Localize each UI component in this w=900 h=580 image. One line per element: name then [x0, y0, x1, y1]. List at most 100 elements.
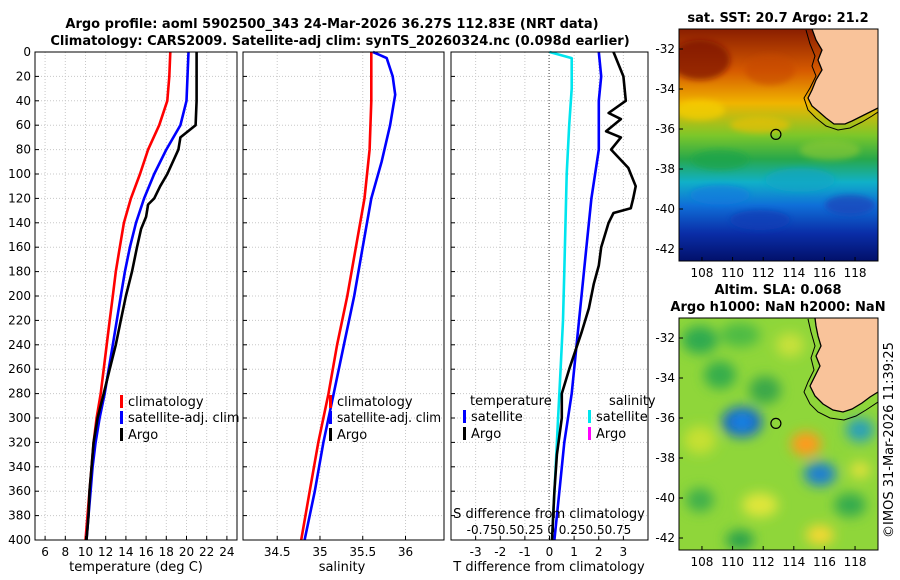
map-xtick-label: 116 [813, 266, 836, 280]
map-ytick-label: -40 [655, 202, 675, 216]
xtick-label: 22 [199, 545, 214, 559]
xtick-label: 8 [61, 545, 69, 559]
map-ytick-label: -42 [655, 242, 675, 256]
series-line-satellite-adj-clim [85, 51, 190, 541]
sst-coastline [807, 29, 878, 125]
sal-legend-marker-climatology [329, 395, 332, 408]
diff-legend-marker-t-satellite [463, 410, 466, 423]
diff-legend-marker-s-satellite [588, 410, 591, 423]
temperature-ticks: 0 20 40 60 80 100 120 140 160 180 200 220 240 260 280 3… [8, 45, 234, 559]
map-xtick-label: 108 [691, 266, 714, 280]
ytick-label: 320 [8, 435, 31, 449]
xtick-label: 6 [41, 545, 49, 559]
ytick-label: 340 [8, 460, 31, 474]
ytick-label: 40 [16, 94, 31, 108]
series-line-temperature-argo [550, 51, 637, 541]
xtick-label: 36 [398, 545, 413, 559]
legend-argo: Argo [128, 428, 158, 443]
xtick-label: 2 [595, 545, 603, 559]
sst-isobath [803, 29, 878, 131]
sst-argo-location-marker [770, 128, 782, 140]
series-line-climatology [299, 52, 373, 541]
sal-legend-climatology: climatology [337, 395, 413, 410]
sla-coastline [809, 318, 878, 413]
sal-legend-argo: Argo [337, 428, 367, 443]
ytick-label: 100 [8, 167, 31, 181]
sst-land [808, 29, 878, 124]
ytick-label: 20 [16, 69, 31, 83]
map-xtick-label: 116 [813, 555, 836, 569]
ytick-label: 220 [8, 313, 31, 327]
legend-marker-argo [120, 428, 123, 441]
sst-map-title: sat. SST: 20.7 Argo: 21.2 [687, 11, 868, 26]
map-xtick-label: 112 [752, 555, 775, 569]
ytick-label: 280 [8, 387, 31, 401]
ytick-label: 400 [8, 533, 31, 547]
sal-legend-marker-argo [329, 428, 332, 441]
diff-legend-marker-s-argo [588, 427, 591, 440]
map-ytick-label: -32 [655, 331, 675, 345]
temperature-panel: 0 20 40 60 80 100 120 140 160 180 200 220 240 260 280 3… [8, 45, 240, 575]
map-ytick-label: -36 [655, 411, 675, 425]
diff-legend-marker-t-argo [463, 427, 466, 440]
map-ytick-label: -42 [655, 531, 675, 545]
legend-marker-satellite [120, 411, 123, 424]
map-ytick-label: -40 [655, 491, 675, 505]
sla-map-title-1: Altim. SLA: 0.068 [715, 283, 842, 298]
sla-land [810, 318, 878, 412]
temperature-lines [84, 51, 198, 541]
xtick-label: 16 [138, 545, 153, 559]
difference-lines [549, 50, 637, 541]
xtick-label: -3 [470, 545, 482, 559]
legend-climatology: climatology [128, 395, 204, 410]
sst-map-image [679, 29, 878, 261]
imos-credit: ©IMOS 31-Mar-2026 11:39:25 [882, 342, 897, 538]
xtick-label: -1 [519, 545, 531, 559]
sla-map-ticks: 108 110 112 114 116 118 -32 -34 -36 -38 -40 -42 [655, 331, 866, 569]
ytick-label: 200 [8, 289, 31, 303]
s-difference-label: S difference from climatology [453, 507, 645, 522]
sst-map-panel: sat. SST: 20.7 Argo: 21.2 108 110 112 114 11… [655, 11, 879, 280]
sst-map-frame [678, 28, 879, 262]
sal-legend-marker-satellite [329, 411, 332, 424]
ytick-label: 160 [8, 240, 31, 254]
xtick-label: 35.5 [349, 545, 376, 559]
xtick-label: 24 [219, 545, 234, 559]
legend-s-satellite: satellite [596, 410, 648, 425]
salinity-legend: climatology satellite-adj. clim Argo [329, 395, 441, 443]
ytick-label: 260 [8, 362, 31, 376]
map-xtick-label: 112 [752, 266, 775, 280]
legend-satellite-adj: satellite-adj. clim [128, 411, 240, 426]
salinity-panel: 34.5 35 35.5 36 salinity climatology satell… [242, 50, 445, 575]
ytick-label: 120 [8, 191, 31, 205]
xtick-label: -2 [494, 545, 506, 559]
salinity-grid [243, 51, 444, 541]
sla-map-panel: Altim. SLA: 0.068 Argo h1000: NaN h2000:… [655, 283, 885, 569]
map-ytick-label: -36 [655, 122, 675, 136]
salinity-lines [299, 50, 397, 541]
sla-isobath [803, 318, 878, 421]
map-ytick-label: -38 [655, 162, 675, 176]
sla-map-frame [678, 317, 879, 551]
temperature-grid [35, 51, 237, 541]
map-ytick-label: -34 [655, 82, 675, 96]
xtick-label: 35 [312, 545, 327, 559]
sst-map-ticks: 108 110 112 114 116 118 -32 -34 -36 -38 -40 -42 [655, 42, 866, 280]
xtick-label: 0 [546, 545, 554, 559]
sla-map-title-2: Argo h1000: NaN h2000: NaN [670, 300, 885, 315]
difference-legend: temperature satellite Argo salinity sate… [463, 394, 656, 442]
ytick-label: 240 [8, 338, 31, 352]
map-xtick-label: 108 [691, 555, 714, 569]
legend-salinity-title: salinity [609, 394, 656, 409]
difference-panel: -3 -2 -1 0 1 2 3 T difference from climatology… [450, 50, 656, 575]
salinity-ticks: 34.5 35 35.5 36 [243, 51, 413, 559]
map-xtick-label: 118 [844, 555, 867, 569]
xtick-label: 34.5 [264, 545, 291, 559]
sla-argo-location-marker [770, 417, 782, 429]
legend-t-satellite: satellite [471, 410, 523, 425]
difference-xlabel: T difference from climatology [452, 560, 645, 575]
sal-legend-satellite-adj: satellite-adj. clim [337, 411, 441, 426]
map-ytick-label: -32 [655, 42, 675, 56]
map-xtick-label: 110 [721, 555, 744, 569]
temperature-xlabel: temperature (deg C) [69, 560, 203, 575]
